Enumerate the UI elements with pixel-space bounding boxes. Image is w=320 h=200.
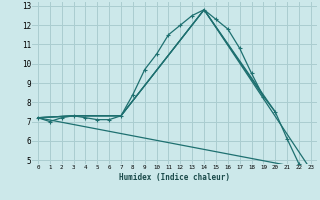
X-axis label: Humidex (Indice chaleur): Humidex (Indice chaleur): [119, 173, 230, 182]
